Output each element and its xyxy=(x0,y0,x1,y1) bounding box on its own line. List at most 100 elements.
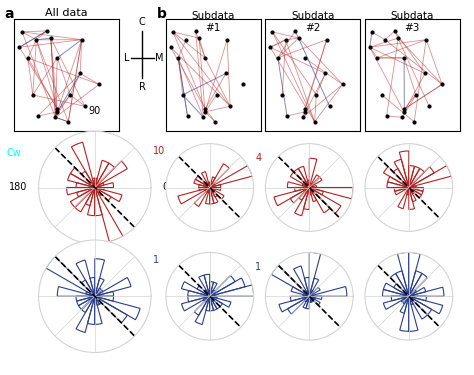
Bar xyxy=(409,166,451,188)
Bar xyxy=(409,271,422,296)
Point xyxy=(410,119,418,125)
Bar xyxy=(210,282,217,296)
Bar xyxy=(210,164,229,188)
Point xyxy=(401,109,408,115)
Bar xyxy=(204,274,210,296)
Bar xyxy=(95,296,101,304)
Bar xyxy=(210,184,215,188)
Bar xyxy=(182,282,210,296)
Bar xyxy=(309,291,314,296)
Text: Subdata
#2: Subdata #2 xyxy=(291,11,335,33)
Point xyxy=(412,92,419,98)
Bar xyxy=(409,296,432,315)
Bar xyxy=(309,278,319,296)
Bar xyxy=(398,252,409,296)
Point xyxy=(374,55,381,61)
Point xyxy=(282,37,289,43)
Text: 0: 0 xyxy=(162,183,168,192)
Bar xyxy=(210,188,214,204)
Bar xyxy=(95,296,140,320)
Bar xyxy=(298,166,309,188)
Point xyxy=(54,106,61,112)
Bar xyxy=(305,291,309,296)
Bar xyxy=(210,285,254,296)
Bar xyxy=(400,296,409,313)
Point xyxy=(16,44,23,50)
Bar xyxy=(396,271,409,296)
Bar xyxy=(206,296,210,311)
Point xyxy=(422,37,430,43)
Bar xyxy=(95,288,101,296)
Bar xyxy=(393,284,409,296)
Bar xyxy=(205,188,210,191)
Bar xyxy=(409,188,421,198)
Bar xyxy=(57,286,95,296)
Text: 1: 1 xyxy=(255,262,262,272)
Bar xyxy=(210,276,235,296)
Bar xyxy=(92,178,95,188)
Bar xyxy=(82,296,95,312)
Bar xyxy=(210,166,252,188)
Point xyxy=(95,81,103,87)
Point xyxy=(301,109,309,115)
Point xyxy=(66,92,74,98)
Bar xyxy=(207,188,210,193)
Bar xyxy=(210,296,231,307)
Bar xyxy=(197,286,210,296)
Bar xyxy=(195,296,210,324)
Bar xyxy=(95,296,114,301)
Bar xyxy=(199,275,210,296)
Bar xyxy=(199,184,210,188)
Bar xyxy=(400,151,409,188)
Bar xyxy=(76,260,95,296)
Point xyxy=(438,81,446,87)
Bar xyxy=(209,182,210,188)
Point xyxy=(295,35,302,41)
Point xyxy=(184,113,191,119)
Text: R: R xyxy=(139,82,146,92)
Point xyxy=(81,103,89,109)
Bar xyxy=(309,177,322,188)
Point xyxy=(269,29,276,35)
Bar xyxy=(291,296,309,301)
Point xyxy=(425,103,433,109)
Bar xyxy=(210,188,224,199)
Point xyxy=(201,55,209,61)
Point xyxy=(366,44,374,50)
Bar xyxy=(287,182,309,188)
Bar xyxy=(95,163,115,188)
Text: 1: 1 xyxy=(154,255,160,265)
Bar xyxy=(67,188,95,195)
Bar xyxy=(409,296,413,305)
Point xyxy=(52,114,59,120)
Point xyxy=(299,114,307,120)
Bar xyxy=(88,188,95,216)
Point xyxy=(226,103,234,109)
Bar xyxy=(210,188,215,190)
Bar xyxy=(400,296,409,332)
Bar xyxy=(409,273,428,296)
Bar xyxy=(387,182,409,188)
Point xyxy=(283,113,291,119)
Bar xyxy=(309,188,323,195)
Bar xyxy=(390,273,409,296)
Point xyxy=(29,92,36,98)
Bar xyxy=(75,188,95,212)
Point xyxy=(401,55,408,61)
Bar xyxy=(388,177,409,188)
Bar xyxy=(409,188,423,195)
Point xyxy=(368,29,376,35)
Bar xyxy=(85,188,95,206)
Point xyxy=(64,119,72,125)
Bar xyxy=(409,188,414,194)
Bar xyxy=(95,259,104,296)
Bar xyxy=(210,296,222,307)
Bar xyxy=(188,291,210,296)
Bar xyxy=(95,188,101,196)
Bar xyxy=(68,173,95,188)
Point xyxy=(78,37,85,43)
Bar xyxy=(290,172,309,188)
Bar xyxy=(210,278,245,296)
Text: Cw: Cw xyxy=(6,148,21,158)
Bar xyxy=(76,296,95,333)
